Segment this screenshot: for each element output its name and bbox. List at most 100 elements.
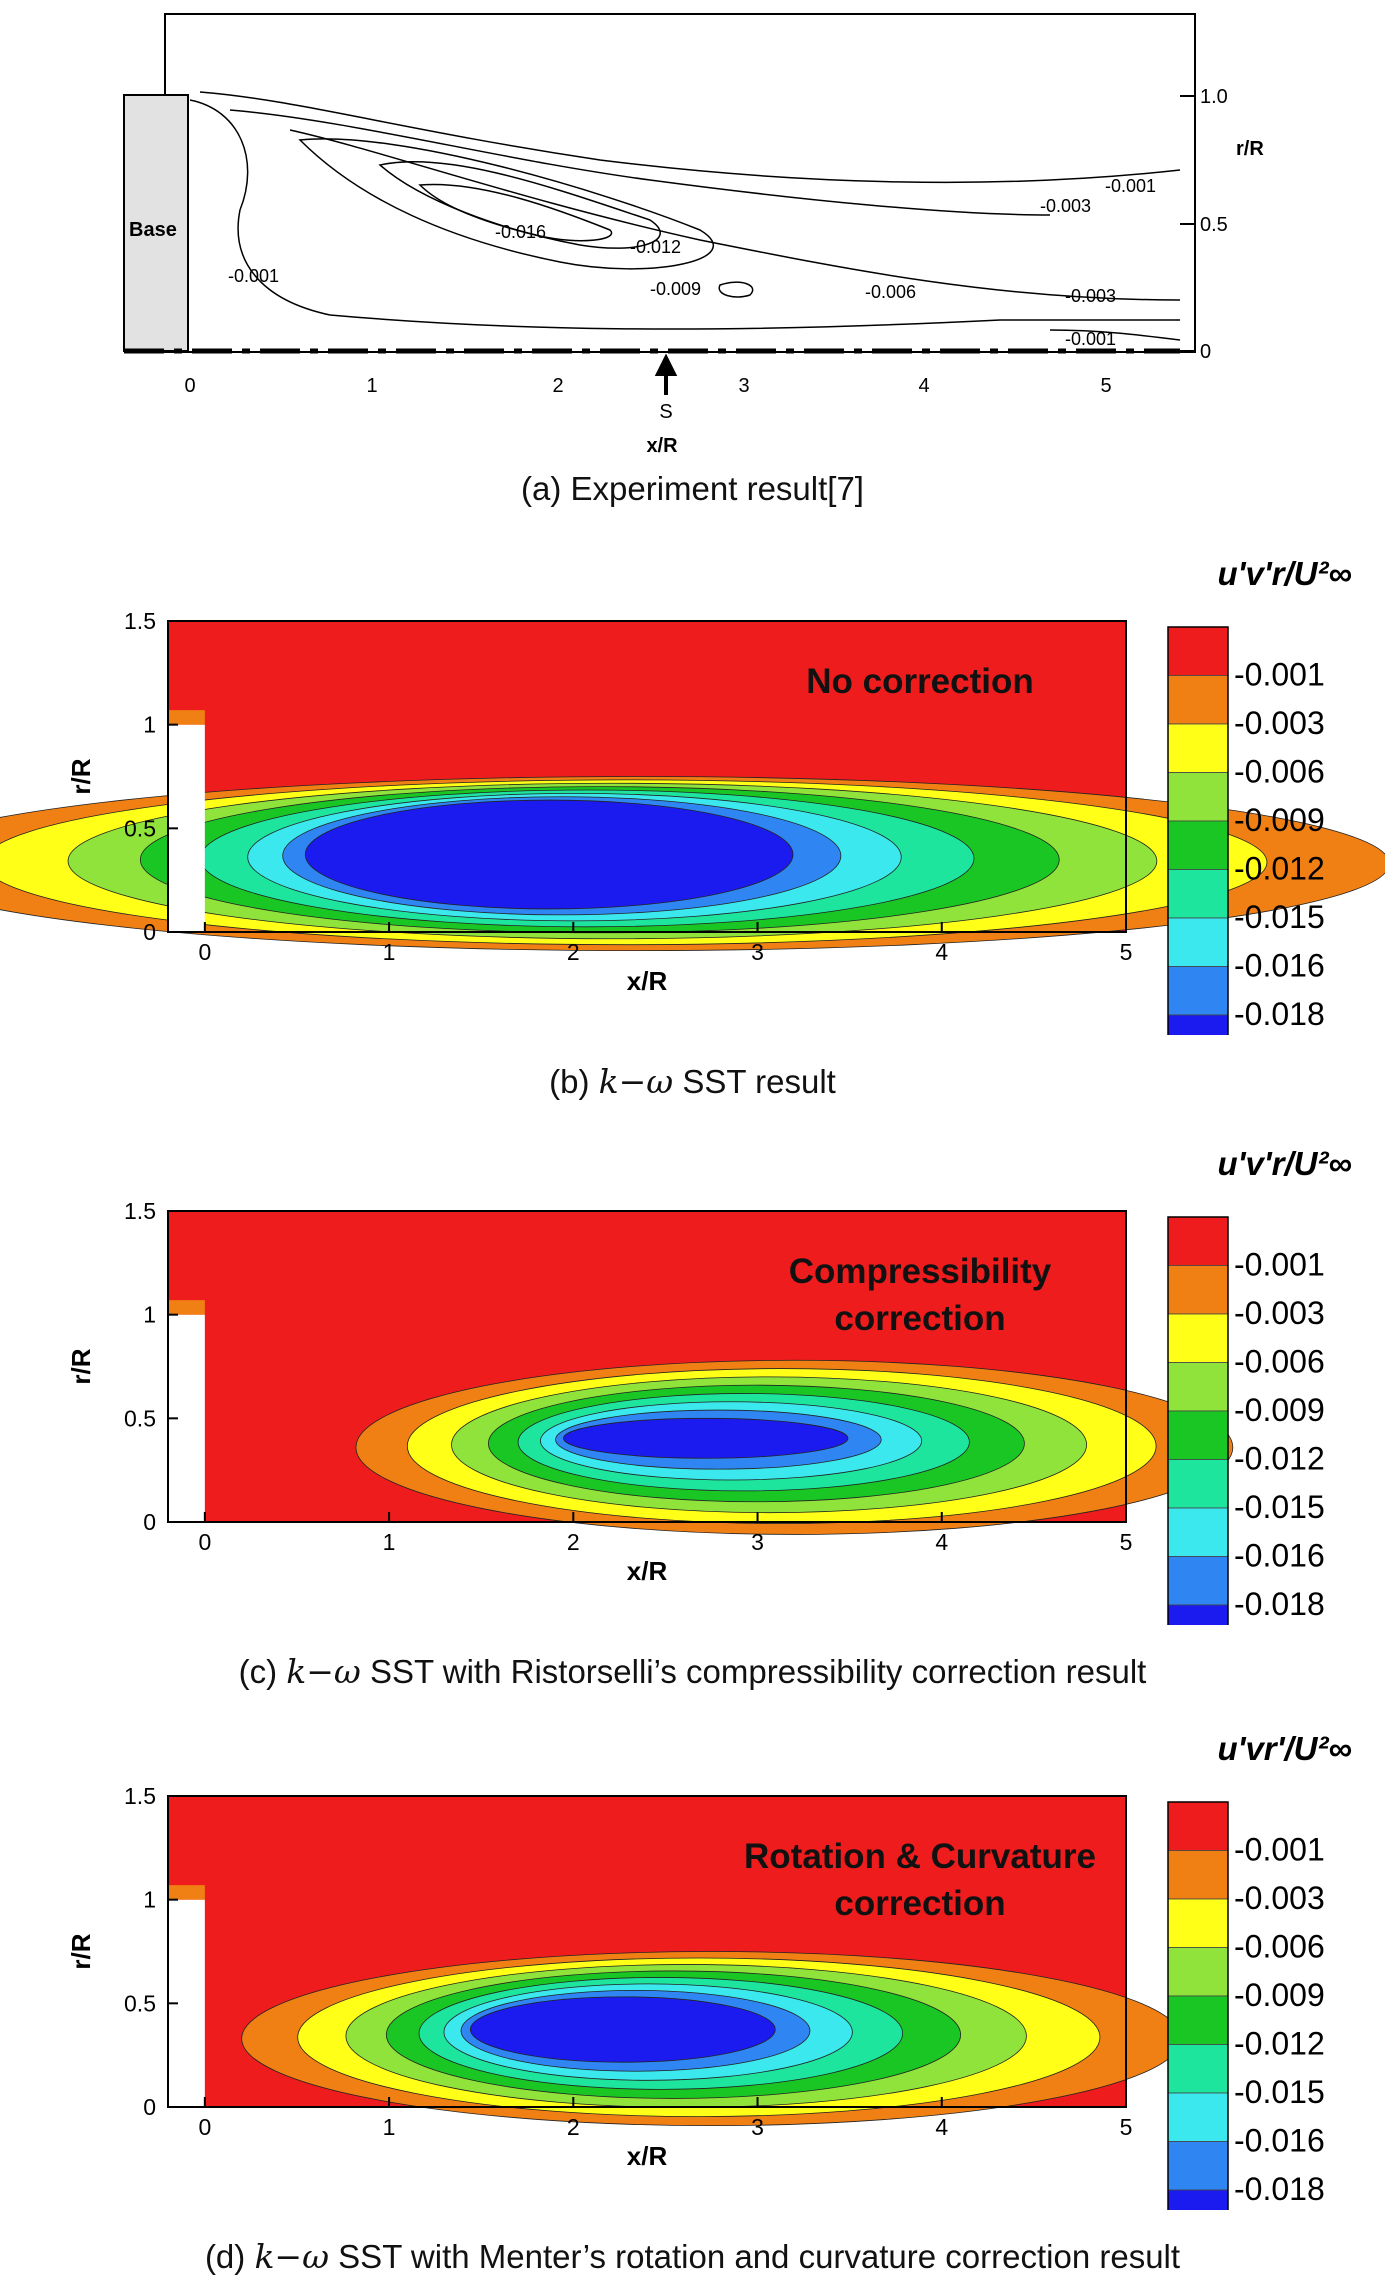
legend-label: -0.015 xyxy=(1234,1489,1325,1525)
x-tick-label: 3 xyxy=(751,939,764,965)
x-axis-label: x/R xyxy=(627,1556,668,1586)
y-tick-label: 0 xyxy=(143,919,156,945)
contour-line xyxy=(1049,329,1181,341)
experiment-contour-plot: Base -0.001 -0.003 -0.016 -0.012 -0.009 … xyxy=(123,13,1264,457)
x-tick-label: 0 xyxy=(198,939,211,965)
legend-swatch xyxy=(1167,1850,1229,1900)
x-tick-label: 3 xyxy=(751,1529,764,1555)
separation-marker-label: S xyxy=(659,401,672,423)
base-label: Base xyxy=(129,219,177,241)
legend-title: u'vr'/U²∞ xyxy=(1217,1730,1352,1767)
contour-label: -0.009 xyxy=(650,279,701,299)
experiment-contours xyxy=(189,91,1181,341)
legend-title: u'v'r/U²∞ xyxy=(1217,1145,1352,1182)
experiment-frame xyxy=(164,13,1196,353)
experiment-y-axis-label: r/R xyxy=(1236,138,1264,160)
x-tick-label: 5 xyxy=(1100,375,1111,397)
legend-label: -0.016 xyxy=(1234,2123,1325,2159)
legend-frame xyxy=(1167,1801,1229,2210)
legend-swatch xyxy=(1167,1313,1229,1363)
legend-swatch xyxy=(1167,1604,1229,1625)
legend-label: -0.003 xyxy=(1234,705,1325,741)
x-tick-label: 2 xyxy=(552,375,563,397)
legend-label: -0.018 xyxy=(1234,996,1325,1032)
panel-title: correction xyxy=(834,1884,1005,1923)
legend-label: -0.009 xyxy=(1234,1392,1325,1428)
contour-label: -0.003 xyxy=(1040,196,1091,216)
legend-swatch xyxy=(1167,1459,1229,1509)
legend-swatch xyxy=(1167,1216,1229,1266)
y-axis-label: r/R xyxy=(66,1348,96,1384)
legend-label: -0.016 xyxy=(1234,948,1325,984)
y-tick-label: 0.5 xyxy=(124,1405,156,1431)
caption-c: (c) k−ω SST with Ristorselli’s compressi… xyxy=(238,1652,1147,1691)
y-tick-label: 0.5 xyxy=(1200,214,1228,236)
experiment-x-ticks: 0 1 2 3 4 5 xyxy=(184,375,1111,397)
x-tick-label: 1 xyxy=(383,939,396,965)
y-axis-label: r/R xyxy=(66,758,96,794)
caption-b: (b) k−ω SST result xyxy=(549,1062,836,1101)
separation-arrow-icon xyxy=(654,353,678,395)
legend-swatch xyxy=(1167,2189,1229,2210)
contour-fill xyxy=(304,799,794,910)
legend-label: -0.006 xyxy=(1234,1929,1325,1965)
rotation-curvature-contour-plot: 0 1 2 3 4 5 0 0.5 1 1.5 x/R r/R Rotation & Curvature… xyxy=(66,1730,1352,2210)
legend-label: -0.003 xyxy=(1234,1880,1325,1916)
contour-line xyxy=(718,281,754,298)
plot-frame xyxy=(167,620,1127,933)
contour-line xyxy=(189,99,1180,330)
x-tick-label: 1 xyxy=(366,375,377,397)
y-tick-label: 1 xyxy=(143,712,156,738)
x-axis-label: x/R xyxy=(627,2141,668,2171)
legend-swatch xyxy=(1167,675,1229,725)
contour-line xyxy=(229,109,1051,216)
x-tick-label: 0 xyxy=(184,375,195,397)
legend-swatch xyxy=(1167,869,1229,919)
x-tick-label: 1 xyxy=(383,1529,396,1555)
y-tick-label: 0 xyxy=(143,1509,156,1535)
x-tick-label: 2 xyxy=(567,1529,580,1555)
x-tick-label: 5 xyxy=(1120,1529,1133,1555)
experiment-contour-labels: -0.001 -0.003 -0.016 -0.012 -0.009 -0.00… xyxy=(228,176,1156,349)
legend-swatch xyxy=(1167,2141,1229,2191)
y-tick-label: 1.5 xyxy=(124,608,156,634)
contour-line xyxy=(418,183,613,242)
experiment-y-ticks xyxy=(1180,95,1196,352)
contour-fill xyxy=(168,1300,205,1315)
sst-contour-plot: 0 1 2 3 4 5 0 0.5 1 1.5 x/R r/R No correction u'v'r/U… xyxy=(0,555,1385,1035)
y-tick-label: 0.5 xyxy=(124,815,156,841)
caption-d: (d) k−ω SST with Menter’s rotation and c… xyxy=(204,2237,1181,2276)
legend-label: -0.003 xyxy=(1234,1295,1325,1331)
legend-frame xyxy=(1167,626,1229,1035)
panel-title: Compressibility xyxy=(789,1252,1052,1291)
contour-label: -0.003 xyxy=(1065,286,1116,306)
legend-swatch xyxy=(1167,626,1229,676)
legend-label: -0.009 xyxy=(1234,802,1325,838)
panel-title: No correction xyxy=(806,662,1034,701)
plot-frame xyxy=(167,1795,1127,2108)
legend-label: -0.012 xyxy=(1234,851,1325,887)
contour-label: -0.001 xyxy=(228,266,279,286)
contour-fill xyxy=(168,710,205,725)
contour-fill xyxy=(168,1885,205,1900)
legend-label: -0.018 xyxy=(1234,2171,1325,2207)
y-tick-label: 1.0 xyxy=(1200,86,1228,108)
legend-swatch xyxy=(1167,1362,1229,1412)
legend-swatch xyxy=(1167,1507,1229,1557)
legend-swatch xyxy=(1167,1014,1229,1035)
y-tick-label: 1.5 xyxy=(124,1198,156,1224)
legend-label: -0.015 xyxy=(1234,2074,1325,2110)
caption-a: (a) Experiment result[7] xyxy=(521,470,864,507)
x-tick-label: 3 xyxy=(751,2114,764,2140)
contour-line xyxy=(298,138,715,270)
legend-swatch xyxy=(1167,1801,1229,1851)
legend-swatch xyxy=(1167,2092,1229,2142)
y-axis-label: r/R xyxy=(66,1933,96,1969)
legend-swatch xyxy=(1167,917,1229,967)
legend-swatch xyxy=(1167,723,1229,773)
x-tick-label: 4 xyxy=(935,1529,948,1555)
plot-frame xyxy=(167,1210,1127,1523)
x-tick-label: 5 xyxy=(1120,2114,1133,2140)
panel-title: correction xyxy=(834,1299,1005,1338)
